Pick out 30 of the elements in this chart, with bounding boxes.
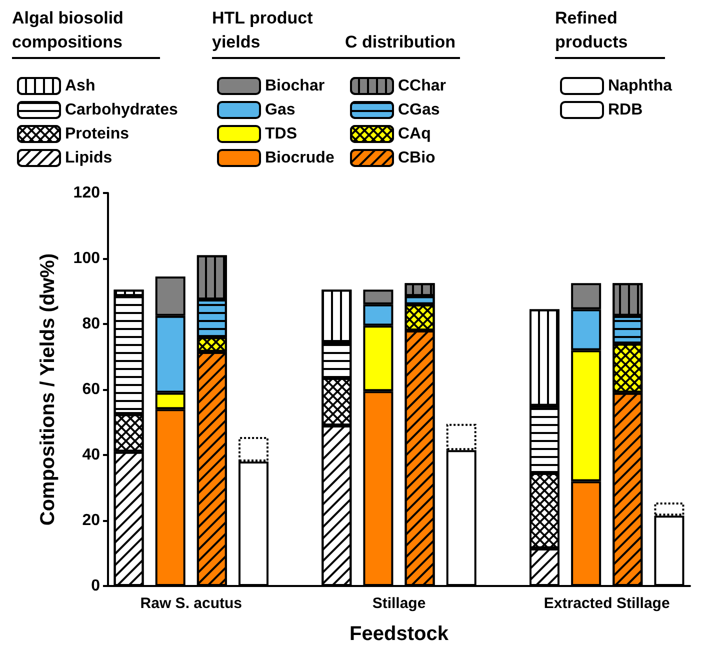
text: C distribution (345, 32, 456, 52)
text: Stillage (372, 595, 426, 612)
text: HTL product yields (212, 8, 318, 52)
y-tick-label: 20 (82, 512, 100, 529)
text: Algal biosolid compositions (12, 8, 128, 52)
legend-label: Biochar (265, 78, 325, 94)
legend-label: Biocrude (265, 150, 334, 166)
text: Raw S. acutus (140, 595, 242, 612)
text: Extracted Stillage (544, 595, 670, 612)
legend-label: Proteins (65, 126, 130, 142)
legend-label: RDB (608, 102, 643, 118)
y-tick-label: 0 (91, 578, 100, 594)
y-tick-label: 60 (82, 381, 100, 398)
x-axis-title: Feedstock (350, 623, 450, 645)
y-tick-label: 40 (82, 446, 100, 464)
legend-label: CChar (398, 78, 446, 94)
legend-label: CBio (398, 150, 436, 166)
legend-label: Gas (265, 102, 296, 118)
legend-label: Carbohydrates (65, 102, 178, 118)
y-axis-title: Compositions / Yields (dw%) (37, 253, 59, 526)
legend-label: Naphtha (608, 78, 672, 94)
legend-label: Ash (65, 78, 96, 94)
y-tick-label: 100 (73, 250, 100, 267)
legend-label: Lipids (65, 150, 112, 166)
legend-label: CAq (398, 126, 431, 142)
y-tick-label: 120 (73, 184, 100, 202)
y-tick-label: 80 (82, 316, 100, 332)
text: Refined products (555, 8, 628, 52)
legend-label: TDS (265, 126, 298, 142)
legend-label: CGas (398, 102, 440, 118)
